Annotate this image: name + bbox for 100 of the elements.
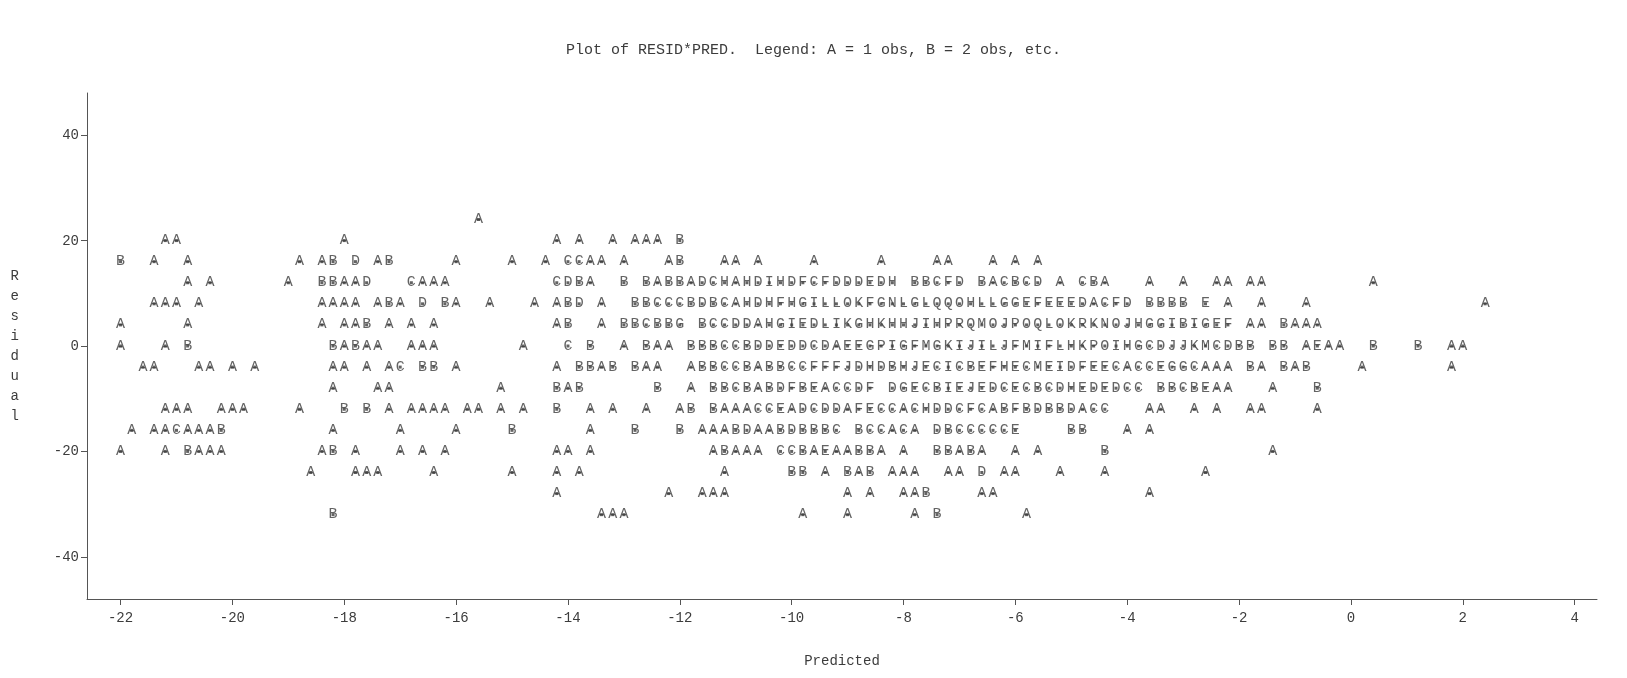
- data-label: C: [1044, 379, 1054, 397]
- data-label: B: [932, 379, 942, 397]
- data-label: B: [641, 295, 651, 313]
- data-label: D: [563, 274, 573, 292]
- data-label: C: [720, 316, 730, 334]
- data-label: A: [1368, 274, 1378, 292]
- data-label: A: [1335, 337, 1345, 355]
- data-label: H: [764, 295, 774, 313]
- data-label: G: [899, 337, 909, 355]
- data-label: F: [787, 379, 797, 397]
- data-label: B: [675, 253, 685, 271]
- data-label: A: [843, 506, 853, 524]
- x-tick-label: -16: [443, 610, 469, 626]
- data-label: A: [183, 316, 193, 334]
- data-label: B: [664, 274, 674, 292]
- data-label: A: [194, 421, 204, 439]
- data-label: A: [1256, 400, 1266, 418]
- data-label: D: [854, 274, 864, 292]
- data-label: A: [328, 358, 338, 376]
- data-label: C: [1077, 274, 1087, 292]
- data-label: A: [485, 295, 495, 313]
- data-label: A: [664, 253, 674, 271]
- data-label: A: [418, 337, 428, 355]
- data-label: P: [943, 316, 953, 334]
- data-label: A: [999, 464, 1009, 481]
- data-label: F: [988, 358, 998, 376]
- data-label: A: [1480, 295, 1490, 313]
- data-label: D: [1033, 400, 1043, 418]
- data-label: A: [1447, 358, 1457, 376]
- data-label: L: [820, 295, 830, 313]
- data-label: A: [652, 232, 662, 250]
- x-tick-label: -4: [1118, 610, 1136, 626]
- data-label: N: [1100, 316, 1110, 334]
- data-label: F: [809, 358, 819, 376]
- data-label: A: [1447, 337, 1457, 355]
- data-label: G: [1201, 316, 1211, 334]
- x-tick-label: -12: [667, 610, 693, 626]
- data-label: B: [798, 464, 808, 481]
- data-label: H: [1066, 379, 1076, 397]
- data-label: A: [932, 253, 942, 271]
- data-label: L: [988, 295, 998, 313]
- data-label: A: [1312, 400, 1322, 418]
- data-label: F: [865, 295, 875, 313]
- data-label: B: [999, 400, 1009, 418]
- data-label: A: [362, 337, 372, 355]
- data-label: A: [507, 253, 517, 271]
- data-label: B: [1156, 295, 1166, 313]
- data-label: C: [675, 295, 685, 313]
- x-tick-label: -6: [1006, 610, 1024, 626]
- data-label: C: [876, 421, 886, 439]
- data-label: D: [1156, 337, 1166, 355]
- data-label: A: [440, 442, 450, 460]
- data-label: F: [831, 358, 841, 376]
- data-label: G: [798, 295, 808, 313]
- data-label: B: [116, 253, 126, 271]
- data-label: B: [440, 295, 450, 313]
- data-label: A: [720, 400, 730, 418]
- data-label: O: [988, 316, 998, 334]
- data-label: B: [1178, 316, 1188, 334]
- data-label: A: [597, 295, 607, 313]
- data-label: B: [1033, 379, 1043, 397]
- data-label: C: [831, 421, 841, 439]
- x-tick-label: -22: [107, 610, 134, 626]
- data-label: A: [473, 400, 483, 418]
- data-label: C: [775, 442, 785, 460]
- data-label: I: [1055, 358, 1065, 376]
- data-label: H: [865, 358, 875, 376]
- data-label: A: [943, 253, 953, 271]
- data-label: A: [641, 358, 651, 376]
- data-label: B: [652, 316, 662, 334]
- data-label: C: [1122, 379, 1132, 397]
- data-label: D: [1089, 379, 1099, 397]
- data-label: F: [1044, 337, 1054, 355]
- data-label: A: [652, 274, 662, 292]
- data-label: A: [585, 400, 595, 418]
- data-label: C: [865, 421, 875, 439]
- data-label: C: [708, 316, 718, 334]
- data-label: B: [798, 379, 808, 397]
- data-label: A: [876, 442, 886, 460]
- data-label: C: [1022, 358, 1032, 376]
- data-label: H: [787, 295, 797, 313]
- data-label: A: [552, 316, 562, 334]
- data-label: D: [887, 379, 897, 397]
- data-label: D: [977, 464, 987, 481]
- data-label: C: [876, 400, 886, 418]
- data-label: A: [608, 232, 618, 250]
- data-label: A: [1010, 253, 1020, 271]
- data-label: I: [921, 316, 931, 334]
- data-label: K: [876, 316, 886, 334]
- data-label: D: [932, 400, 942, 418]
- data-label: J: [1178, 337, 1188, 355]
- data-label: D: [697, 295, 707, 313]
- data-label: A: [764, 421, 774, 439]
- data-label: F: [1223, 316, 1233, 334]
- data-label: I: [954, 337, 964, 355]
- data-label: A: [384, 358, 394, 376]
- data-label: A: [988, 485, 998, 503]
- data-label: B: [641, 337, 651, 355]
- data-label: A: [708, 421, 718, 439]
- data-label: D: [854, 358, 864, 376]
